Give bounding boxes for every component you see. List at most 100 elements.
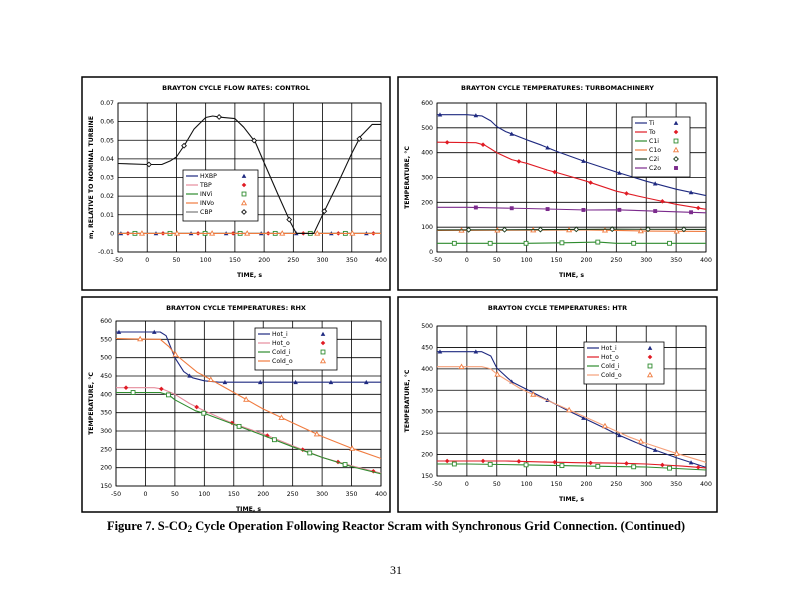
x-tick-label: -50 bbox=[111, 491, 121, 498]
x-tick-label: 0 bbox=[465, 257, 469, 264]
data-point bbox=[566, 406, 573, 413]
y-tick-label: 300 bbox=[421, 175, 433, 182]
data-point bbox=[437, 349, 443, 354]
data-point bbox=[349, 230, 356, 236]
data-point bbox=[601, 422, 609, 429]
x-tick-label: 250 bbox=[610, 481, 622, 488]
data-point bbox=[465, 226, 472, 233]
y-tick-label: 0 bbox=[429, 249, 433, 256]
x-tick-label: 50 bbox=[173, 257, 181, 264]
data-point bbox=[559, 463, 565, 469]
legend-marker bbox=[240, 199, 248, 206]
data-point bbox=[473, 205, 478, 210]
legend: Ti To C1i C1o C2i C2o bbox=[631, 116, 691, 178]
series-line bbox=[117, 115, 381, 234]
data-point bbox=[314, 230, 321, 236]
data-point bbox=[660, 199, 665, 204]
y-tick-label: 400 bbox=[421, 366, 433, 373]
x-tick-label: -50 bbox=[113, 257, 123, 264]
legend-marker bbox=[647, 345, 653, 350]
series-line bbox=[436, 141, 707, 210]
data-point bbox=[494, 371, 501, 377]
x-tick-label: -50 bbox=[432, 257, 442, 264]
y-tick-label: 550 bbox=[100, 336, 112, 343]
legend-label: Hot_o bbox=[272, 340, 290, 347]
x-tick-label: 250 bbox=[287, 491, 299, 498]
y-tick-label: 150 bbox=[100, 483, 112, 490]
x-tick-label: 0 bbox=[143, 491, 147, 498]
chart-2: BRAYTON CYCLE TEMPERATURES: TURBOMACHINE… bbox=[397, 76, 718, 291]
y-tick-label: 350 bbox=[100, 410, 112, 417]
legend-marker bbox=[673, 138, 679, 144]
series-line bbox=[437, 366, 707, 463]
data-point bbox=[652, 181, 658, 186]
y-tick-label: 250 bbox=[100, 446, 112, 453]
data-point bbox=[251, 137, 258, 144]
x-tick-label: 300 bbox=[640, 481, 652, 488]
x-tick-label: 200 bbox=[581, 257, 593, 264]
series-Cold_i bbox=[116, 390, 382, 475]
y-tick-label: 450 bbox=[100, 373, 112, 380]
series-C1i bbox=[437, 239, 706, 246]
chart-title: BRAYTON CYCLE TEMPERATURES: TURBOMACHINE… bbox=[461, 84, 654, 92]
x-axis-label: TIME, s bbox=[559, 272, 584, 279]
legend-label: Ti bbox=[648, 120, 655, 127]
data-point bbox=[458, 363, 465, 370]
data-point bbox=[689, 210, 694, 215]
data-point bbox=[695, 465, 701, 470]
data-point bbox=[313, 430, 320, 437]
data-point bbox=[667, 240, 672, 246]
data-point bbox=[581, 415, 586, 420]
x-tick-label: 350 bbox=[346, 491, 358, 498]
series-To bbox=[436, 140, 707, 211]
y-tick-label: 400 bbox=[421, 150, 433, 157]
series-Cold_o bbox=[437, 363, 707, 463]
data-point bbox=[487, 461, 493, 467]
legend-marker bbox=[241, 191, 247, 197]
data-point bbox=[631, 240, 637, 246]
data-point bbox=[581, 158, 586, 163]
data-point bbox=[637, 227, 644, 234]
x-tick-label: 150 bbox=[228, 491, 240, 498]
y-tick-label: 500 bbox=[100, 355, 112, 362]
x-tick-label: 250 bbox=[610, 257, 622, 264]
plot-area bbox=[436, 325, 707, 477]
legend-label: Cold_i bbox=[601, 363, 620, 370]
data-point bbox=[159, 386, 164, 392]
data-point bbox=[688, 460, 694, 465]
data-point bbox=[559, 240, 565, 246]
x-tick-label: 0 bbox=[465, 481, 469, 488]
data-point bbox=[509, 131, 515, 136]
y-tick-label: 200 bbox=[421, 199, 433, 206]
series-line bbox=[115, 338, 382, 460]
y-tick-label: 100 bbox=[421, 224, 433, 231]
x-tick-label: -50 bbox=[432, 481, 442, 488]
legend-box bbox=[182, 169, 259, 222]
x-tick-label: 250 bbox=[287, 257, 299, 264]
legend: Hot_i Hot_o Cold_i Cold_o bbox=[583, 341, 665, 385]
data-point bbox=[501, 226, 508, 233]
data-point bbox=[673, 228, 680, 234]
x-tick-label: 350 bbox=[670, 481, 682, 488]
series-INVo bbox=[118, 230, 381, 236]
data-point bbox=[207, 376, 214, 382]
figure-caption: Figure 7. S-CO2 Cycle Operation Followin… bbox=[0, 519, 792, 534]
legend-marker bbox=[320, 331, 326, 336]
chart-frame bbox=[81, 296, 391, 513]
data-point bbox=[652, 447, 658, 452]
chart-1: BRAYTON CYCLE FLOW RATES: CONTROL -50 0 50 1… bbox=[81, 76, 391, 291]
data-point bbox=[537, 226, 544, 233]
x-tick-label: 400 bbox=[700, 481, 712, 488]
data-point bbox=[473, 113, 479, 118]
x-tick-label: 300 bbox=[316, 491, 328, 498]
data-point bbox=[552, 169, 558, 175]
y-tick-label: 600 bbox=[421, 100, 433, 107]
x-tick-label: 100 bbox=[200, 257, 212, 264]
legend-marker bbox=[647, 354, 653, 360]
legend-marker bbox=[672, 146, 680, 153]
legend-marker bbox=[319, 357, 327, 364]
legend-marker bbox=[673, 156, 679, 162]
y-tick-label: 400 bbox=[100, 391, 112, 398]
data-point bbox=[624, 461, 629, 466]
chart-4: BRAYTON CYCLE TEMPERATURES: HTR -50 0 50 100… bbox=[397, 296, 718, 513]
